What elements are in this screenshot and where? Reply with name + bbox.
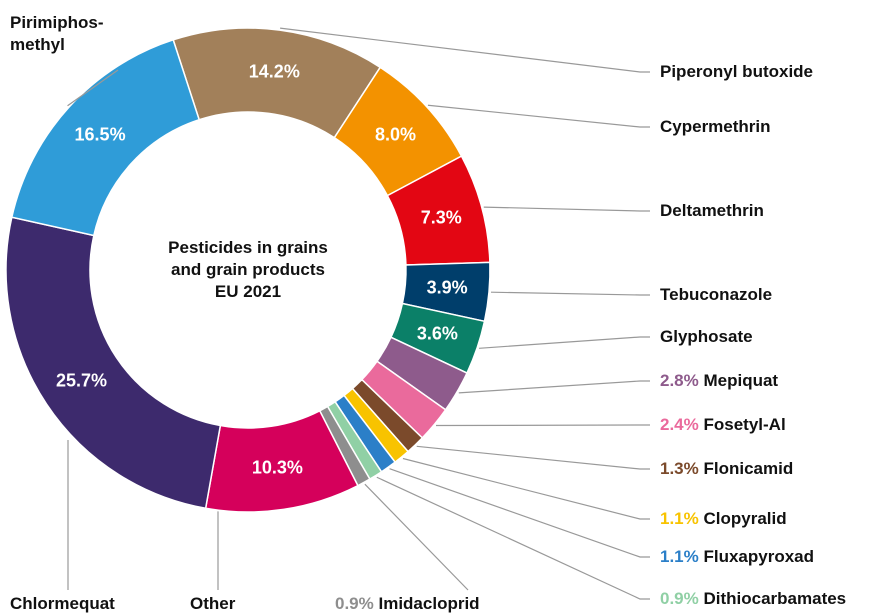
category-name: Fosetyl-Al — [703, 415, 786, 434]
category-label: Piperonyl butoxide — [660, 62, 813, 82]
leader-line — [483, 206, 650, 212]
leader-line — [364, 483, 469, 591]
donut-segment — [5, 216, 222, 510]
chart-title: Pesticides in grains and grain products … — [168, 238, 328, 301]
value-label: 14.2% — [248, 61, 300, 82]
category-name: Other — [190, 594, 236, 613]
category-name: Piperonyl butoxide — [660, 62, 814, 81]
category-label: 0.9% Dithiocarbamates — [660, 589, 846, 609]
value-label: 8.0% — [374, 124, 417, 145]
leader-line — [402, 457, 650, 520]
leader-line — [416, 445, 650, 470]
leader-line — [479, 336, 650, 349]
leader-line — [376, 476, 650, 600]
category-label: 1.1% Clopyralid — [660, 509, 787, 529]
leader-line — [427, 104, 650, 128]
value-label: 3.6% — [416, 323, 458, 344]
category-label: Deltamethrin — [660, 201, 764, 221]
value-label: 7.3% — [420, 207, 462, 228]
category-label: 1.3% Flonicamid — [660, 459, 793, 479]
category-name: Dithiocarbamates — [703, 589, 847, 608]
category-name: Mepiquat — [703, 371, 779, 390]
category-label: Glyphosate — [660, 327, 753, 347]
leader-line — [458, 380, 650, 394]
value-label: 16.5% — [74, 124, 126, 145]
donut-segment — [10, 38, 201, 237]
category-name: Pirimiphos-methyl — [10, 13, 104, 54]
value-label: 1.1% — [660, 547, 699, 566]
category-name: Imidacloprid — [378, 594, 480, 613]
leader-line — [67, 69, 119, 107]
category-label: Pirimiphos-methyl — [10, 12, 110, 56]
leader-line — [389, 468, 650, 558]
value-label: 2.8% — [660, 371, 699, 390]
category-name: Glyphosate — [660, 327, 753, 346]
category-label: 0.9% Imidacloprid — [335, 594, 480, 614]
value-label: 10.3% — [251, 457, 303, 478]
value-label: 0.9% — [335, 594, 374, 613]
category-name: Tebuconazole — [660, 285, 773, 304]
category-label: 2.8% Mepiquat — [660, 371, 778, 391]
category-name: Deltamethrin — [660, 201, 764, 220]
value-label: 0.9% — [660, 589, 699, 608]
category-label: 1.1% Fluxapyroxad — [660, 547, 814, 567]
category-name: Flonicamid — [703, 459, 794, 478]
category-label: Tebuconazole — [660, 285, 772, 305]
category-name: Chlormequat — [10, 594, 115, 613]
category-name: Clopyralid — [703, 509, 787, 528]
value-label: 25.7% — [56, 370, 108, 391]
leader-line — [436, 424, 650, 427]
value-label: 2.4% — [660, 415, 699, 434]
category-name: Cypermethrin — [660, 117, 771, 136]
category-label: Cypermethrin — [660, 117, 771, 137]
category-label: 2.4% Fosetyl-Al — [660, 415, 786, 435]
category-label: Other — [190, 594, 235, 614]
value-label: 1.1% — [660, 509, 699, 528]
value-label: 3.9% — [426, 277, 468, 298]
value-label: 1.3% — [660, 459, 699, 478]
leader-line — [490, 291, 650, 296]
category-label: Chlormequat — [10, 594, 115, 614]
leader-line — [280, 27, 650, 73]
category-name: Fluxapyroxad — [703, 547, 815, 566]
